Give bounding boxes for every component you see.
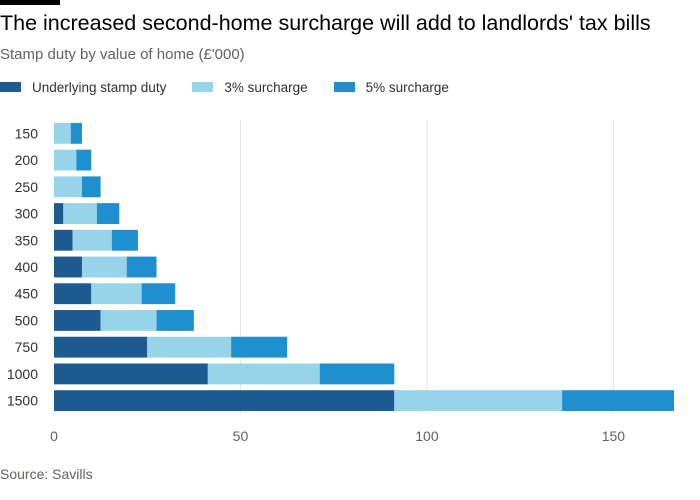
x-tick-label-150: 150 [602, 428, 626, 444]
bar-surcharge-3-1000 [207, 363, 320, 385]
bar-surcharge-5-450 [141, 283, 176, 305]
bar-surcharge-3-450 [91, 283, 142, 305]
category-labels: 150 200 250 300 350 400 450 500 750 1000 1500 [7, 125, 38, 408]
legend-item-surcharge-5: 5% surcharge [333, 79, 449, 95]
x-tick-label-100: 100 [415, 428, 439, 444]
bar-surcharge-3-350 [72, 229, 112, 251]
bar-underlying-300 [54, 203, 64, 224]
category-label-1000: 1000 [7, 366, 38, 382]
bar-underlying-1000 [54, 363, 208, 385]
bars [54, 122, 675, 412]
legend-item-underlying: Underlying stamp duty [0, 80, 166, 95]
category-label-450: 450 [15, 286, 39, 302]
bar-underlying-750 [54, 336, 148, 358]
legend-label-surcharge-5: 5% surcharge [365, 79, 449, 95]
x-tick-label-50: 50 [233, 428, 249, 444]
bar-surcharge-5-1500 [562, 390, 675, 412]
bar-underlying-350 [54, 229, 73, 251]
bar-surcharge-5-1000 [319, 363, 395, 385]
category-label-500: 500 [15, 312, 39, 328]
category-label-350: 350 [15, 232, 39, 248]
legend-item-surcharge-3: 3% surcharge [192, 79, 308, 95]
category-label-1500: 1500 [7, 393, 38, 409]
bar-surcharge-3-150 [54, 122, 71, 144]
category-label-300: 300 [15, 206, 39, 222]
bar-surcharge-3-250 [54, 176, 82, 198]
source-note: Source: Savills [0, 466, 93, 482]
category-label-400: 400 [15, 259, 39, 275]
bar-underlying-500 [54, 310, 101, 331]
bar-surcharge-5-200 [76, 149, 92, 171]
legend: Underlying stamp duty 3% surcharge 5% su… [0, 78, 475, 96]
x-tick-labels: 0 50 100 150 [50, 428, 625, 444]
legend-swatch-surcharge-3 [192, 82, 214, 92]
legend-label-surcharge-3: 3% surcharge [224, 79, 308, 95]
bar-surcharge-3-400 [81, 256, 127, 278]
bar-surcharge-5-350 [111, 229, 138, 251]
category-label-250: 250 [15, 179, 39, 195]
bar-underlying-1500 [54, 390, 395, 412]
bar-surcharge-3-200 [54, 149, 77, 171]
bar-surcharge-5-750 [231, 336, 288, 358]
bar-surcharge-3-300 [63, 203, 97, 224]
bar-surcharge-5-400 [126, 256, 157, 278]
bar-chart: 150 200 250 300 350 400 450 500 750 1000 1500 0 50 1… [7, 120, 675, 444]
bar-underlying-400 [54, 256, 82, 278]
brand-bar [0, 0, 60, 5]
bar-surcharge-5-500 [156, 310, 194, 331]
legend-swatch-surcharge-5 [333, 82, 355, 92]
category-label-150: 150 [15, 125, 39, 141]
x-tick-label-0: 0 [50, 428, 58, 444]
category-label-200: 200 [15, 152, 39, 168]
bar-surcharge-3-750 [147, 336, 232, 358]
legend-swatch-underlying [0, 82, 21, 92]
bar-surcharge-5-300 [96, 203, 120, 224]
bar-surcharge-3-500 [100, 310, 157, 331]
chart-title: The increased second-home surcharge will… [0, 11, 651, 35]
chart-subtitle: Stamp duty by value of home (£'000) [0, 46, 245, 63]
legend-label-underlying: Underlying stamp duty [32, 79, 167, 95]
bar-surcharge-5-250 [81, 176, 101, 198]
category-label-750: 750 [15, 339, 39, 355]
bar-surcharge-3-1500 [394, 390, 563, 412]
bar-surcharge-5-150 [70, 122, 82, 144]
bar-underlying-450 [54, 283, 92, 305]
